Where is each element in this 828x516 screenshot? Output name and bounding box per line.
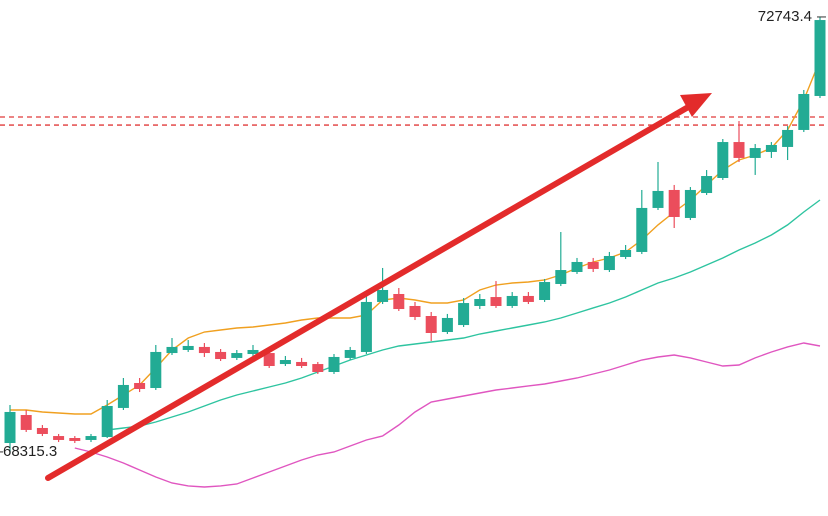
arrow-shaft (45, 103, 693, 481)
arrow-head (680, 93, 712, 117)
price-label: 72743.4 (758, 8, 812, 25)
candle-body (571, 261, 583, 272)
candle-body (490, 297, 502, 306)
candle-body (603, 255, 615, 271)
candle-body (506, 295, 518, 306)
candle-body (215, 351, 227, 360)
candle-body (620, 249, 632, 257)
candle-body (182, 345, 194, 350)
levels (0, 116, 828, 126)
candle-body (652, 190, 664, 208)
candle-body (717, 142, 729, 178)
candle-body (312, 364, 324, 372)
candle-body (814, 20, 826, 96)
candle-body (360, 301, 372, 352)
candle-body (198, 346, 210, 354)
candle-body (587, 261, 599, 269)
candle-body (798, 94, 810, 130)
candle-body (668, 189, 680, 217)
candle-body (279, 360, 291, 365)
candle-body (782, 129, 794, 147)
candle-body (134, 382, 146, 389)
ma-line (107, 199, 821, 431)
candle-body (765, 144, 777, 152)
candle-body (36, 427, 48, 434)
trend-arrow (45, 93, 712, 481)
candle-body (522, 295, 534, 302)
candle-body (231, 353, 243, 358)
candle-body (53, 436, 65, 440)
candle-body (328, 356, 340, 372)
candle-body (150, 351, 162, 389)
candle-body (684, 189, 696, 218)
candle-body (69, 438, 81, 441)
candle-body (409, 305, 421, 317)
candle-body (4, 411, 16, 444)
candle-body (393, 294, 405, 310)
annotations: 72743.4 68315.3 (0, 8, 826, 460)
candle-body (101, 405, 113, 438)
candle-body (733, 142, 745, 158)
candle-body (247, 349, 259, 355)
candle-body (441, 317, 453, 333)
candle-body (377, 289, 389, 302)
candle-body (458, 303, 470, 326)
candle-body (555, 270, 567, 284)
candle-body (425, 316, 437, 333)
price-label: 68315.3 (3, 443, 57, 460)
candle-body (85, 436, 97, 440)
candle-body (20, 415, 32, 430)
candles (4, 16, 826, 452)
ma-line (10, 59, 821, 415)
ma-line (74, 342, 821, 488)
moving-averages (10, 59, 821, 488)
candle-body (166, 346, 178, 354)
candle-body (701, 176, 713, 194)
candle-body (636, 207, 648, 252)
candle-body (474, 299, 486, 306)
candle-body (539, 282, 551, 300)
candle-body (344, 349, 356, 358)
candle-body (263, 353, 275, 367)
candle-body (117, 384, 129, 408)
candle-body (296, 361, 308, 367)
candle-body (749, 148, 761, 158)
